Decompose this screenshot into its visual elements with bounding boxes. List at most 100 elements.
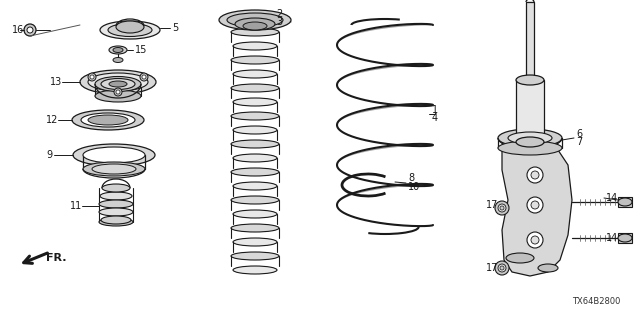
Text: 13: 13	[50, 77, 62, 87]
Text: 3: 3	[276, 17, 282, 27]
Ellipse shape	[219, 10, 291, 30]
Circle shape	[116, 90, 120, 94]
Ellipse shape	[231, 252, 279, 260]
Text: 17: 17	[486, 263, 499, 273]
Text: 4: 4	[432, 113, 438, 123]
Ellipse shape	[516, 75, 544, 85]
Circle shape	[142, 75, 146, 79]
Text: 10: 10	[408, 182, 420, 192]
Ellipse shape	[88, 73, 148, 91]
Ellipse shape	[231, 168, 279, 176]
Text: 17: 17	[486, 200, 499, 210]
Circle shape	[495, 261, 509, 275]
Text: 11: 11	[70, 201, 83, 211]
Text: 15: 15	[135, 45, 147, 55]
Circle shape	[88, 73, 96, 81]
Ellipse shape	[235, 18, 275, 30]
Text: 8: 8	[408, 173, 414, 183]
Circle shape	[527, 232, 543, 248]
Ellipse shape	[618, 198, 632, 206]
Ellipse shape	[233, 182, 277, 190]
Circle shape	[531, 236, 539, 244]
Ellipse shape	[102, 184, 130, 192]
Ellipse shape	[231, 84, 279, 92]
Bar	[618, 197, 632, 207]
Ellipse shape	[498, 129, 562, 147]
Ellipse shape	[100, 21, 160, 39]
Circle shape	[114, 88, 122, 96]
Circle shape	[498, 204, 506, 212]
Ellipse shape	[233, 98, 277, 106]
Ellipse shape	[618, 234, 632, 242]
Ellipse shape	[81, 113, 135, 127]
Circle shape	[527, 167, 543, 183]
Ellipse shape	[231, 140, 279, 148]
Ellipse shape	[88, 115, 128, 125]
Circle shape	[531, 201, 539, 209]
Circle shape	[27, 27, 33, 33]
Ellipse shape	[73, 144, 155, 166]
Ellipse shape	[80, 70, 156, 94]
Ellipse shape	[72, 110, 144, 130]
Circle shape	[495, 201, 509, 215]
Ellipse shape	[233, 126, 277, 134]
Ellipse shape	[231, 28, 279, 36]
Polygon shape	[502, 150, 572, 276]
Text: 1: 1	[432, 105, 438, 115]
Ellipse shape	[108, 23, 152, 36]
Ellipse shape	[516, 137, 544, 147]
Ellipse shape	[231, 196, 279, 204]
Ellipse shape	[233, 154, 277, 162]
Ellipse shape	[101, 78, 135, 90]
Text: 12: 12	[46, 115, 58, 125]
Text: 14: 14	[606, 193, 618, 203]
Ellipse shape	[101, 216, 131, 224]
Text: 5: 5	[172, 23, 179, 33]
Ellipse shape	[233, 70, 277, 78]
Ellipse shape	[100, 192, 132, 200]
Bar	[526, 2, 534, 82]
Ellipse shape	[113, 47, 123, 52]
Circle shape	[500, 266, 504, 270]
Ellipse shape	[231, 56, 279, 64]
Ellipse shape	[99, 200, 133, 208]
Ellipse shape	[109, 81, 127, 87]
Circle shape	[498, 264, 506, 272]
Circle shape	[500, 206, 504, 210]
Ellipse shape	[233, 266, 277, 274]
Circle shape	[24, 24, 36, 36]
Ellipse shape	[95, 76, 141, 92]
Ellipse shape	[83, 147, 145, 163]
Text: 9: 9	[46, 150, 52, 160]
Ellipse shape	[233, 210, 277, 218]
Text: 16: 16	[12, 25, 24, 35]
Ellipse shape	[113, 58, 123, 62]
Circle shape	[527, 197, 543, 213]
Ellipse shape	[538, 264, 558, 272]
Text: TX64B2800: TX64B2800	[572, 298, 620, 307]
Text: 6: 6	[576, 129, 582, 139]
Circle shape	[531, 171, 539, 179]
Bar	[516, 80, 544, 142]
Ellipse shape	[99, 208, 133, 216]
Ellipse shape	[233, 42, 277, 50]
Ellipse shape	[498, 141, 562, 155]
Ellipse shape	[99, 218, 133, 226]
Circle shape	[90, 75, 94, 79]
Text: 2: 2	[276, 9, 282, 19]
Circle shape	[140, 73, 148, 81]
Text: 14: 14	[606, 233, 618, 243]
Bar	[618, 233, 632, 243]
Ellipse shape	[116, 21, 144, 33]
Ellipse shape	[243, 22, 267, 30]
Ellipse shape	[92, 164, 136, 174]
Ellipse shape	[109, 46, 127, 54]
Ellipse shape	[233, 238, 277, 246]
Ellipse shape	[231, 112, 279, 120]
Ellipse shape	[83, 162, 145, 176]
Text: FR.: FR.	[46, 253, 67, 263]
Ellipse shape	[231, 224, 279, 232]
Ellipse shape	[95, 90, 141, 102]
Ellipse shape	[506, 253, 534, 263]
Ellipse shape	[508, 132, 552, 144]
